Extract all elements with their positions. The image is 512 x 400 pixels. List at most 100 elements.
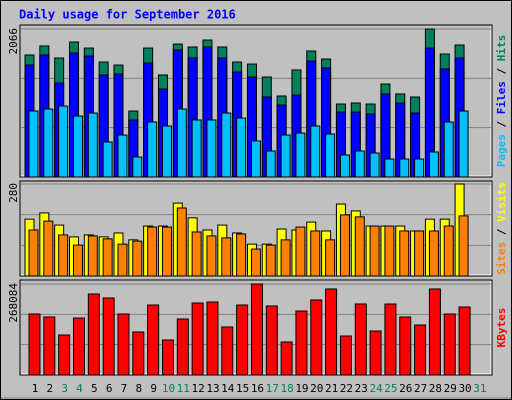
bar: [147, 226, 158, 277]
bar: [58, 105, 69, 178]
x-tick-label: 20: [310, 382, 323, 395]
x-tick-label: 7: [121, 382, 128, 395]
chart-title: Daily usage for September 2016: [19, 8, 236, 22]
bar: [443, 313, 456, 376]
x-tick-label: 24: [369, 382, 383, 395]
bar: [191, 302, 204, 376]
bar: [384, 303, 397, 376]
x-tick-label: 30: [458, 382, 471, 395]
bar: [72, 317, 85, 376]
bar: [117, 243, 128, 277]
x-tick-label: 12: [192, 382, 205, 395]
bar: [43, 316, 56, 376]
bar: [176, 318, 189, 376]
bar: [28, 110, 39, 178]
bar: [176, 108, 187, 178]
x-tick-label: 21: [325, 382, 338, 395]
bar: [414, 158, 425, 178]
bar: [280, 239, 291, 277]
x-tick-label: 11: [177, 382, 190, 395]
bar: [102, 297, 115, 376]
x-tick-label: 1: [32, 382, 39, 395]
bar: [250, 248, 261, 277]
bar: [310, 125, 321, 178]
bar: [176, 207, 187, 277]
legend-entry: Files: [495, 81, 508, 114]
bar: [191, 231, 202, 277]
x-tick-label: 5: [91, 382, 98, 395]
legend: KBytes: [495, 308, 508, 348]
bar: [428, 288, 441, 376]
legend: Sites / Visits: [495, 182, 508, 275]
bar: [87, 235, 98, 277]
legend-entry: KBytes: [495, 308, 508, 348]
bar: [87, 112, 98, 178]
x-tick-label: 14: [221, 382, 235, 395]
bar: [265, 305, 278, 376]
bar: [221, 237, 232, 277]
bar: [295, 310, 308, 376]
bar: [414, 230, 425, 277]
bar: [72, 244, 83, 277]
bar: [354, 303, 367, 376]
bar: [132, 156, 143, 178]
bar: [161, 226, 172, 277]
bar: [295, 226, 306, 277]
bar: [28, 313, 41, 376]
x-tick-label: 26: [399, 382, 412, 395]
bar: [399, 158, 410, 178]
legend-separator: /: [495, 222, 508, 242]
bar: [339, 214, 350, 277]
bar: [384, 225, 395, 277]
bar: [354, 150, 365, 178]
legend-entry: Visits: [495, 182, 508, 222]
bar: [428, 151, 439, 178]
bar: [117, 134, 128, 178]
bar: [325, 133, 336, 178]
bar: [369, 225, 380, 277]
y-tick-label: 268084: [7, 283, 20, 323]
bar: [236, 233, 247, 277]
bar: [339, 335, 352, 376]
x-tick-label: 17: [266, 382, 279, 395]
bar: [43, 108, 54, 178]
x-tick-label: 10: [162, 382, 175, 395]
legend-entry: Sites: [495, 242, 508, 275]
x-tick-label: 25: [384, 382, 397, 395]
bar: [369, 330, 382, 376]
y-tick-label: 280: [7, 183, 20, 203]
bar: [265, 150, 276, 178]
bar: [206, 235, 217, 277]
bar: [458, 215, 469, 277]
x-tick-label: 18: [280, 382, 293, 395]
bar: [325, 288, 338, 376]
bar: [221, 326, 234, 376]
bar: [443, 121, 454, 178]
bar: [147, 304, 160, 376]
x-tick-label: 6: [106, 382, 113, 395]
bar: [161, 125, 172, 178]
legend-entry: Pages: [495, 134, 508, 167]
bar: [132, 240, 143, 277]
bar: [458, 110, 469, 178]
bar: [325, 239, 336, 277]
bar: [72, 115, 83, 178]
x-tick-label: 29: [444, 382, 457, 395]
bar: [161, 339, 174, 376]
bar: [236, 117, 247, 178]
x-tick-label: 23: [355, 382, 368, 395]
bar: [369, 152, 380, 178]
x-tick-label: 31: [473, 382, 486, 395]
bar: [280, 134, 291, 178]
bar: [206, 119, 217, 178]
bar: [310, 299, 323, 376]
legend: Pages / Files / Hits: [495, 35, 508, 168]
bar: [428, 230, 439, 277]
x-tick-label: 4: [76, 382, 83, 395]
x-tick-label: 22: [340, 382, 353, 395]
bar: [102, 141, 113, 178]
bar: [206, 301, 219, 376]
bar: [354, 216, 365, 277]
bar: [236, 304, 249, 376]
